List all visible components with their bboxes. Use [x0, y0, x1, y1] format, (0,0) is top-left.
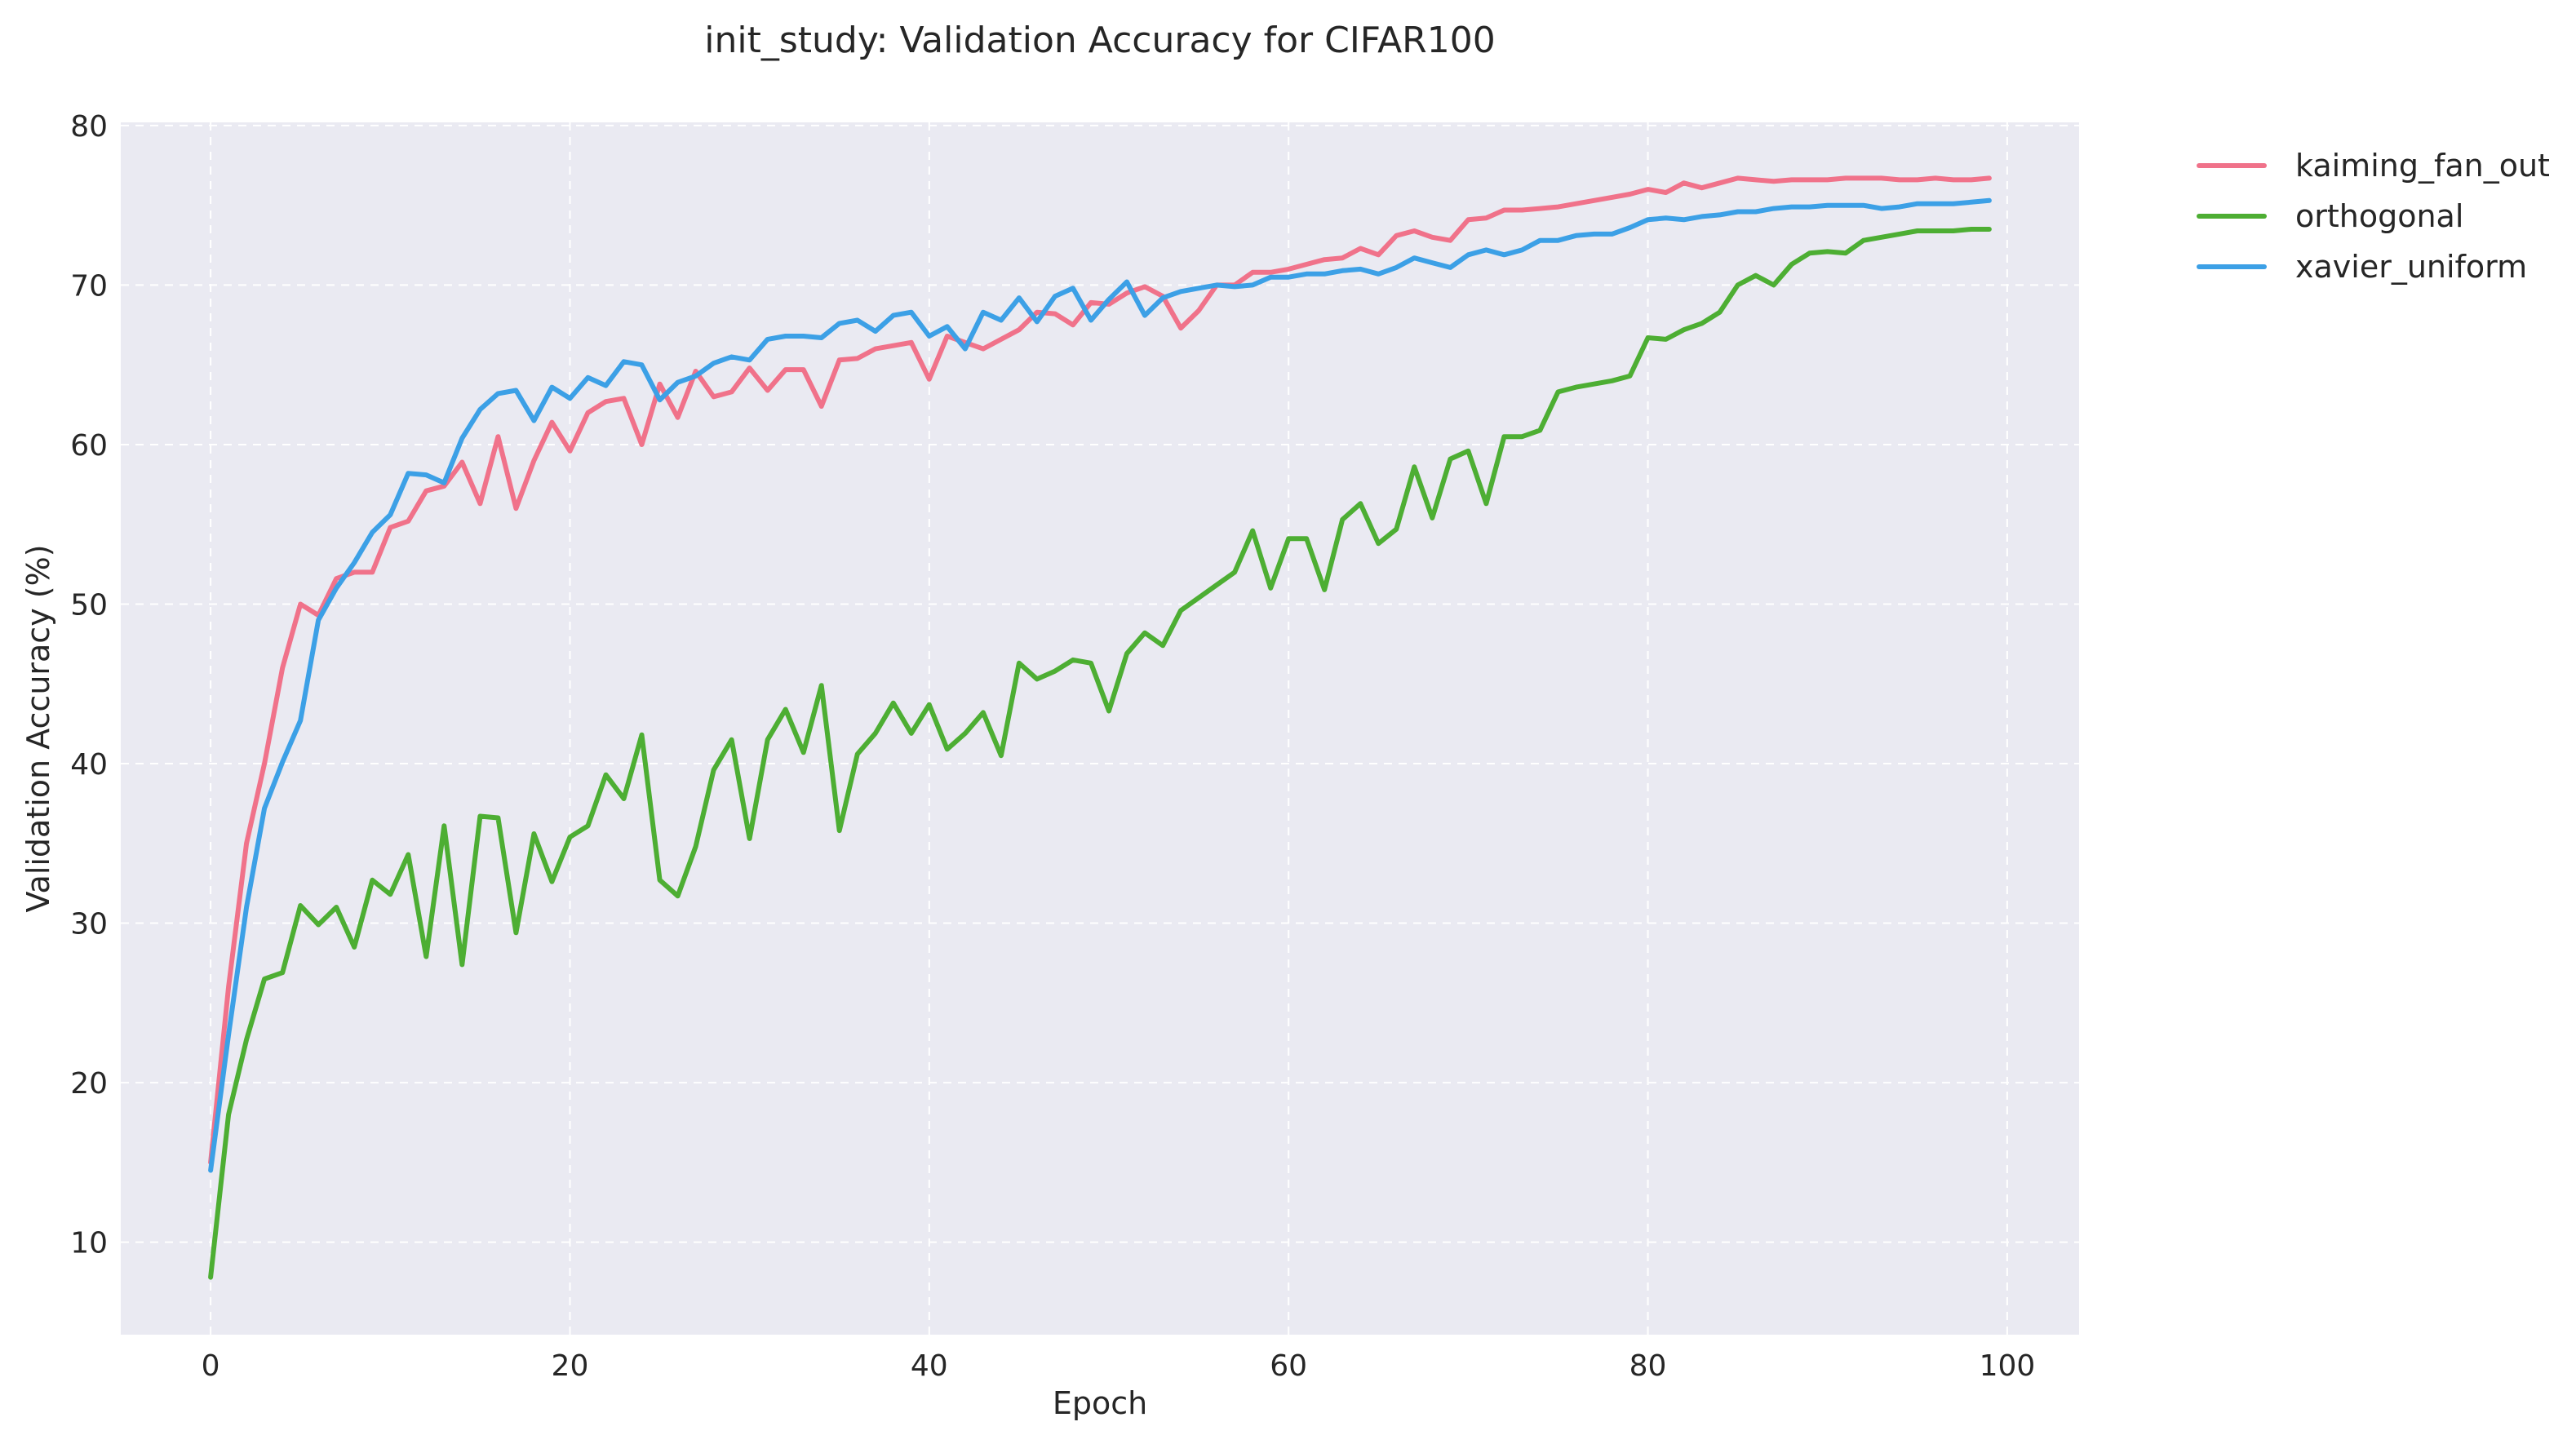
grid	[121, 122, 2079, 1335]
y-tick-label: 30	[70, 908, 108, 941]
y-tick-label: 20	[70, 1067, 108, 1101]
legend: kaiming_fan_out orthogonal xavier_uniform	[2197, 148, 2550, 285]
series-line-orthogonal	[208, 227, 1992, 1280]
y-tick-label: 10	[70, 1227, 108, 1260]
x-tick-label: 40	[911, 1349, 948, 1383]
y-axis-label: Validation Accuracy (%)	[20, 544, 56, 912]
chart-title: init_study: Validation Accuracy for CIFA…	[704, 20, 1495, 61]
plot-background	[121, 122, 2079, 1335]
x-tick-label: 20	[552, 1349, 589, 1383]
y-tick-label: 40	[70, 748, 108, 782]
legend-label: kaiming_fan_out	[2295, 148, 2550, 184]
series-lines	[208, 175, 1992, 1280]
x-tick-label: 60	[1270, 1349, 1307, 1383]
axis-ticks: 0 20 40 60 80 100 10 20 30 40 50 60 70 80	[70, 110, 2035, 1383]
series-line-xavier-uniform	[208, 197, 1992, 1173]
legend-label: xavier_uniform	[2295, 249, 2527, 285]
legend-item-xavier-uniform: xavier_uniform	[2197, 249, 2527, 285]
legend-item-orthogonal: orthogonal	[2197, 198, 2463, 234]
y-tick-label: 70	[70, 269, 108, 303]
y-tick-label: 80	[70, 110, 108, 144]
y-tick-label: 50	[70, 588, 108, 622]
x-tick-label: 80	[1629, 1349, 1667, 1383]
legend-label: orthogonal	[2295, 198, 2463, 234]
x-tick-label: 0	[202, 1349, 220, 1383]
legend-item-kaiming-fan-out: kaiming_fan_out	[2197, 148, 2550, 184]
y-tick-label: 60	[70, 429, 108, 463]
series-line-kaiming-fan-out	[208, 175, 1992, 1165]
x-tick-label: 100	[1980, 1349, 2036, 1383]
x-axis-label: Epoch	[1053, 1385, 1147, 1421]
